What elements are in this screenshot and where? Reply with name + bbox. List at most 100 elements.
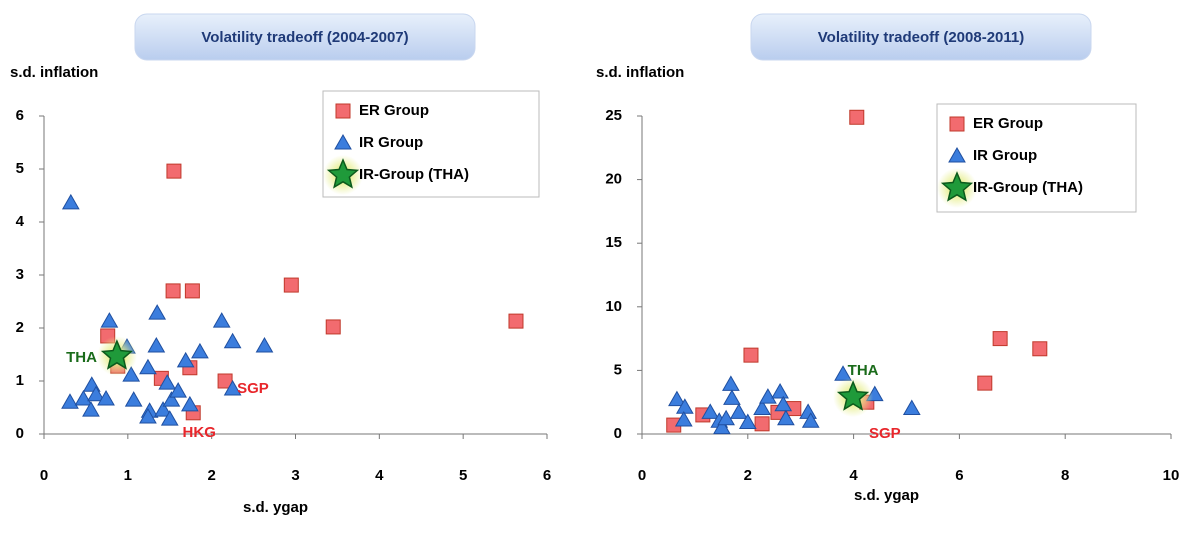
y-tick-label: 20: [605, 171, 622, 188]
triangle-marker: [777, 409, 795, 426]
legend-label: ER Group: [359, 102, 429, 119]
square-marker: [508, 313, 524, 329]
star-marker: [836, 380, 870, 411]
triangle-marker: [668, 390, 686, 407]
square-marker: [165, 283, 181, 299]
legend-label: ER Group: [973, 115, 1043, 132]
triangle-marker: [722, 375, 740, 391]
square-marker: [1032, 341, 1048, 357]
square-marker: [977, 375, 993, 391]
triangle-marker: [97, 390, 115, 406]
triangle-marker: [753, 399, 771, 416]
triangle-marker: [82, 401, 100, 417]
triangle-marker: [801, 412, 820, 428]
triangle-marker: [61, 193, 80, 210]
x-tick-label: 4: [375, 467, 384, 484]
triangle-marker: [774, 395, 793, 412]
triangle-marker: [100, 312, 119, 328]
triangle-marker: [738, 413, 757, 430]
triangle-marker: [139, 408, 157, 424]
square-marker: [849, 109, 865, 125]
y-tick-label: 25: [605, 107, 622, 124]
triangle-marker: [948, 146, 966, 163]
x-tick-label: 2: [744, 467, 752, 484]
triangle-marker: [902, 399, 921, 416]
chart-title: Volatility tradeoff (2004-2007): [201, 29, 408, 46]
annotation: THA: [848, 362, 879, 379]
y-tick-label: 4: [16, 213, 25, 230]
x-tick-label: 4: [849, 467, 858, 484]
x-axis-label: s.d. ygap: [854, 487, 919, 504]
annotation: SGP: [869, 425, 901, 442]
triangle-marker: [147, 337, 166, 353]
x-tick-label: 5: [459, 467, 467, 484]
square-marker: [325, 319, 341, 335]
star-marker: [940, 171, 974, 202]
star-marker: [326, 158, 360, 189]
triangle-marker: [674, 411, 693, 427]
triangle-marker: [701, 403, 720, 419]
annotation: HKG: [183, 424, 216, 441]
chart-title: Volatility tradeoff (2008-2011): [818, 29, 1024, 46]
legend-label: IR-Group (THA): [973, 179, 1083, 196]
triangle-marker: [713, 418, 731, 435]
triangle-marker: [87, 385, 105, 402]
y-tick-label: 1: [16, 372, 24, 389]
triangle-marker: [223, 379, 242, 396]
triangle-marker: [191, 342, 209, 359]
x-tick-label: 6: [955, 467, 963, 484]
x-tick-label: 0: [638, 467, 646, 484]
triangle-marker: [717, 409, 735, 426]
square-marker: [949, 116, 965, 132]
square-marker: [335, 103, 351, 119]
triangle-marker: [729, 403, 748, 419]
triangle-marker: [771, 383, 789, 399]
square-marker: [754, 416, 770, 432]
triangle-marker: [124, 391, 143, 407]
y-tick-label: 0: [614, 425, 622, 442]
triangle-marker: [162, 391, 181, 407]
triangle-marker: [148, 304, 167, 320]
y-tick-label: 5: [16, 160, 24, 177]
triangle-marker: [122, 366, 141, 382]
y-tick-label: 3: [16, 266, 24, 283]
square-marker: [166, 163, 182, 179]
triangle-marker: [223, 332, 242, 349]
x-tick-label: 1: [124, 467, 132, 484]
title-box: [750, 13, 1092, 61]
legend-label: IR-Group (THA): [359, 166, 469, 183]
star-marker: [100, 339, 134, 370]
y-tick-label: 2: [16, 319, 24, 336]
triangle-marker: [181, 395, 199, 412]
triangle-marker: [169, 382, 187, 398]
y-axis-label: s.d. inflation: [10, 64, 98, 81]
triangle-marker: [154, 401, 172, 417]
y-tick-label: 10: [605, 298, 622, 315]
annotation: THA: [66, 349, 97, 366]
triangle-marker: [176, 351, 195, 368]
triangle-marker: [334, 133, 352, 150]
x-tick-label: 2: [207, 467, 215, 484]
y-tick-label: 0: [16, 425, 24, 442]
square-marker: [743, 347, 759, 363]
triangle-marker: [759, 388, 777, 404]
y-tick-label: 6: [16, 107, 24, 124]
title-box: [134, 13, 476, 61]
x-tick-label: 8: [1061, 467, 1069, 484]
triangle-marker: [61, 393, 79, 409]
legend-label: IR Group: [973, 147, 1037, 164]
triangle-marker: [160, 410, 179, 426]
x-axis-label: s.d. ygap: [243, 499, 308, 516]
triangle-marker: [158, 374, 177, 390]
x-tick-label: 6: [543, 467, 551, 484]
y-tick-label: 5: [614, 361, 622, 378]
triangle-marker: [212, 312, 231, 328]
legend-label: IR Group: [359, 134, 423, 151]
y-tick-label: 15: [605, 234, 622, 251]
annotation: SGP: [237, 380, 269, 397]
x-tick-label: 0: [40, 467, 48, 484]
square-marker: [283, 277, 299, 293]
x-tick-label: 3: [291, 467, 299, 484]
